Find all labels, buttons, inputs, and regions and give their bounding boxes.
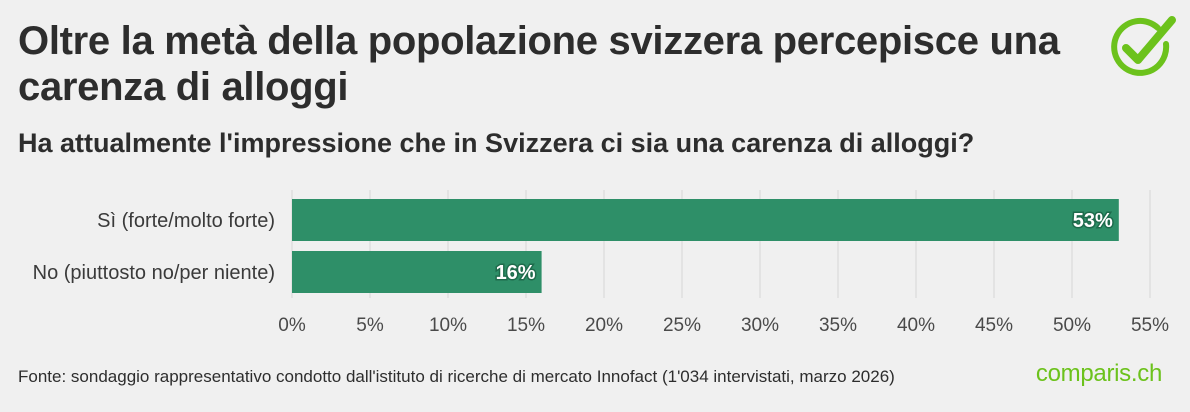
category-label: No (piuttosto no/per niente) (33, 262, 275, 284)
bar-value-label: 53% (1073, 210, 1113, 232)
source-note: Fonte: sondaggio rappresentativo condott… (18, 367, 895, 386)
bar (292, 199, 1119, 241)
x-tick-label: 15% (507, 315, 545, 336)
category-label: Sì (forte/molto forte) (97, 210, 275, 232)
bar-value-label: 16% (496, 262, 536, 284)
x-tick-label: 20% (585, 315, 623, 336)
x-tick-label: 55% (1131, 315, 1169, 336)
x-tick-label: 40% (897, 315, 935, 336)
bars: 53% 16% (292, 199, 1119, 293)
x-tick-label: 50% (1053, 315, 1091, 336)
x-tick-label: 25% (663, 315, 701, 336)
x-tick-label: 30% (741, 315, 779, 336)
x-tick-label: 0% (278, 315, 306, 336)
x-tick-label: 45% (975, 315, 1013, 336)
x-tick-label: 35% (819, 315, 857, 336)
x-tick-label: 5% (356, 315, 384, 336)
x-tick-label: 10% (429, 315, 467, 336)
category-labels: Sì (forte/molto forte) No (piuttosto no/p… (33, 210, 275, 284)
checkmark-circle-icon (1111, 16, 1176, 76)
bar (292, 251, 542, 293)
x-axis-ticks: 0% 5% 10% 15% 20% 25% 30% 35% 40% 45% 50% 55% (278, 315, 1169, 336)
brand-logo: comparis.ch (1035, 360, 1162, 387)
bar-chart: 53% 16% Sì (forte/molto forte) No (piuttos… (33, 190, 1169, 336)
chart-title: Oltre la metà della popolazione svizzera… (18, 19, 1060, 109)
chart-subtitle: Ha attualmente l'impressione che in Sviz… (18, 128, 975, 158)
